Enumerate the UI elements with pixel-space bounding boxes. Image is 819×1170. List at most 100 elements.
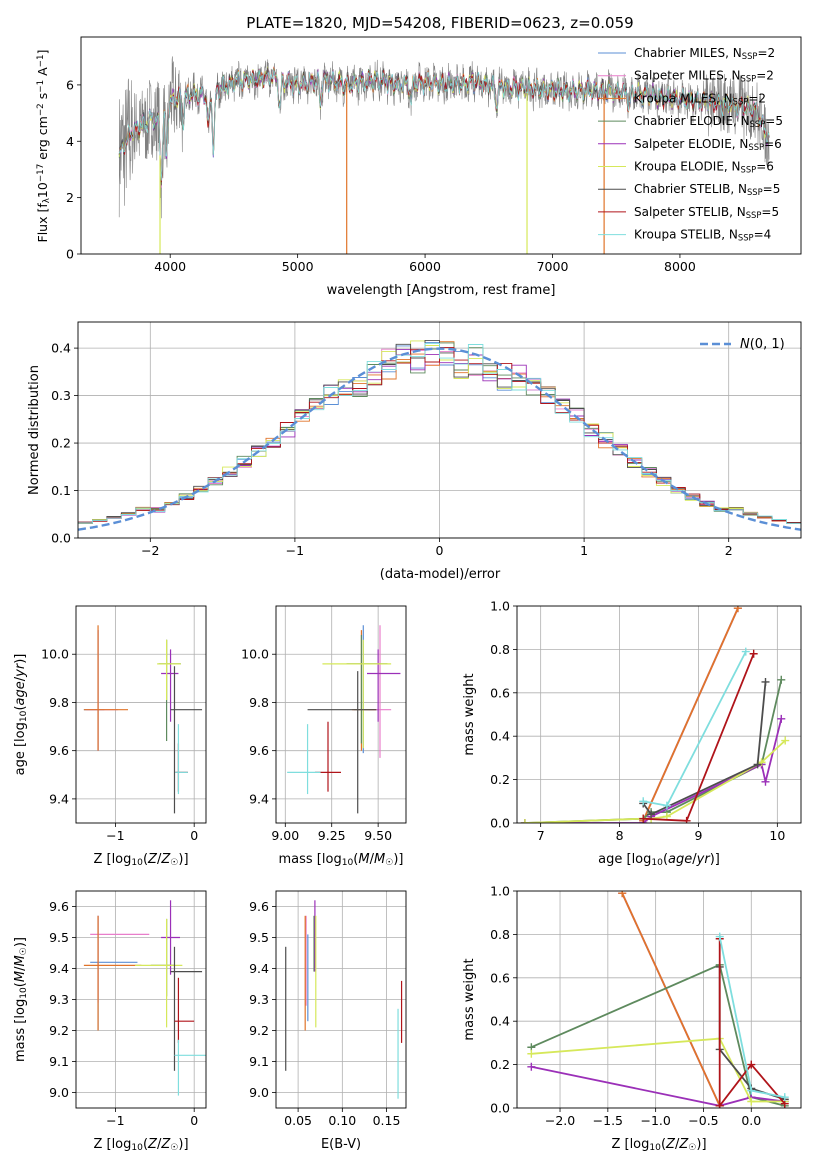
axes-frame [75,605,207,824]
label-part: −1 [36,80,46,93]
y-tick-label: 0 [66,247,74,262]
label-part: / [370,852,375,867]
plus-marker [749,649,758,658]
label-part: −17 [36,164,46,182]
x-tick-label: 0.05 [284,1113,312,1128]
x-tick-label: −1.5 [593,1113,623,1128]
label-part: 10 [19,987,29,999]
spectrum-panel: 4000 5000 6000 7000 8000 0 2 4 6 wavelength [Angs… [35,36,802,298]
x-tick-label: −1 [106,828,124,843]
y-axis-label: Normed distribution [27,365,42,495]
mass-weight-line [718,938,786,1108]
y-tick-label: 0.8 [490,927,510,942]
y-tick-label: 9.2 [249,1023,269,1038]
y-tick-label: 9.2 [49,1023,69,1038]
residual-histogram [78,342,801,525]
plot-area [276,891,406,1108]
y-axis-label: mass weight [462,673,477,755]
label-part: log [322,852,342,867]
label-part: )] [393,852,403,867]
label-part: ( [143,852,148,867]
axes-frame [75,890,207,1109]
label-part: Chabrier ELODIE, N [634,114,750,128]
label-part: )] [710,852,720,867]
y-tick-label: 1.0 [490,884,510,899]
y-tick-label: 9.6 [49,899,69,914]
label-part: M [374,852,385,867]
x-tick-label: −0.5 [688,1113,718,1128]
y-tick-label: 9.3 [249,992,269,1007]
label-part: / [13,966,28,971]
label-part: Z [147,852,158,867]
plus-marker [761,777,770,786]
plus-marker [520,819,529,823]
normal-reference-curve [78,347,801,531]
plot-area [76,606,206,823]
label-part: ☉ [170,1143,178,1153]
x-tick-label: 0 [436,543,444,558]
legend-label: Salpeter ELODIE, NSSP=6 [634,137,782,152]
legend-label: Chabrier STELIB, NSSP=5 [634,182,780,197]
plus-marker [747,1086,756,1095]
y-tick-label: 9.5 [249,930,269,945]
label-part: =6 [764,137,782,151]
axes-frame [77,321,802,539]
label-part: SSP [746,210,762,220]
plus-marker [647,810,656,819]
mass-weight-line [530,963,785,1107]
y-tick-label: 1.0 [490,599,510,614]
y-tick-label: 9.0 [249,1085,269,1100]
label-part: log [13,722,28,742]
axes-frame [80,36,802,255]
label-part: M [13,955,28,966]
model-spectrum-line [118,68,770,181]
y-tick-label: 9.6 [249,743,269,758]
label-part: )] [178,852,188,867]
y-tick-label: 9.4 [49,961,69,976]
label-part: Salpeter MILES, N [634,69,741,83]
label-part: Z [665,1137,676,1152]
y-tick-label: 9.0 [49,1085,69,1100]
label-part: Salpeter STELIB, N [634,205,746,219]
y-axis-label: age [log10(age/yr)] [13,654,29,776]
y-tick-label: 9.6 [49,743,69,758]
legend-label: N(0, 1) [740,337,785,352]
label-part: Z [678,1137,689,1152]
label-part: mass [ [13,1019,28,1062]
y-tick-label: 0.0 [51,531,71,546]
mass-weight-vs-metallicity-panel: −2.0 −1.5 −1.0 −0.5 0.0 0.0 0.2 0.4 0.6 0.8 1.0 Z [… [462,884,802,1153]
x-tick-label: 9.25 [318,828,346,843]
mass-vs-ebv-panel: 0.05 0.10 0.15 9.0 9.1 9.2 9.3 9.4 9.5 9.6 E(B-V) [249,890,407,1152]
label-part: Chabrier STELIB, N [634,182,747,196]
label-part: ] [35,50,50,55]
y-tick-label: 9.1 [49,1054,69,1069]
plus-marker [741,647,750,656]
label-part: Chabrier MILES, N [634,46,742,60]
label-part: age [668,852,692,867]
y-tick-label: 9.3 [49,992,69,1007]
label-part: ( [13,982,28,987]
label-part: yr [696,852,712,867]
label-part: age [13,681,28,705]
x-tick-label: 1 [580,543,588,558]
label-part: SSP [747,187,763,197]
label-part: Z [ [93,852,111,867]
label-part: log [632,852,652,867]
y-axis-label: mass weight [462,958,477,1040]
axes-frame [516,890,802,1109]
label-part: 10 [651,858,663,868]
x-tick-label: −1 [286,543,304,558]
x-tick-label: 2 [725,543,733,558]
y-tick-label: 0.1 [51,483,71,498]
x-tick-label: 8000 [664,259,696,274]
x-tick-label: 9 [694,828,702,843]
label-part: λ [42,198,52,203]
plus-marker [747,1060,756,1069]
mass-weight-line [621,892,721,1107]
x-tick-label: −1.0 [640,1113,670,1128]
mass-weight-line [524,679,783,823]
label-part: erg cm [35,116,50,164]
label-part: log [13,999,28,1019]
label-part: 10 [342,858,354,868]
